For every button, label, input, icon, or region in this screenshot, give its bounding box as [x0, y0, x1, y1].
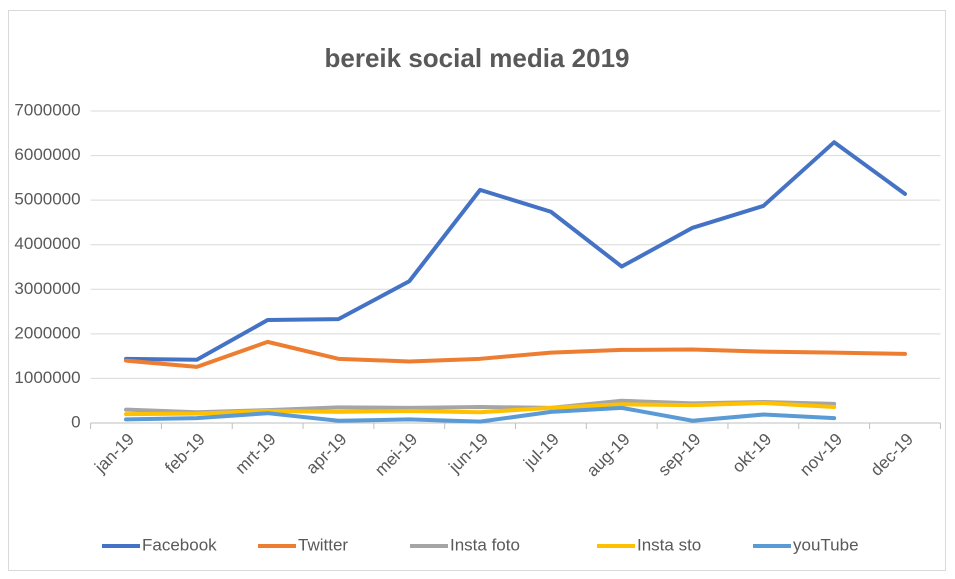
legend-label: Twitter	[298, 535, 348, 554]
legend-label: Insta foto	[450, 535, 520, 554]
y-tick-label: 5000000	[14, 190, 80, 209]
y-tick-label: 3000000	[14, 279, 80, 298]
chart-title: bereik social media 2019	[325, 43, 630, 73]
legend-label: Facebook	[142, 535, 217, 554]
series-line	[124, 405, 837, 424]
series-line	[124, 400, 837, 417]
y-tick-label: 7000000	[14, 100, 80, 119]
legend-label: youTube	[793, 535, 859, 554]
y-tick-label: 6000000	[14, 145, 80, 164]
y-tick-label: 2000000	[14, 323, 80, 342]
y-tick-label: 0	[71, 412, 80, 431]
chart-border	[8, 10, 946, 571]
series-line	[124, 339, 907, 369]
legend-label: Insta sto	[637, 535, 701, 554]
y-tick-label: 4000000	[14, 234, 80, 253]
series-line	[124, 140, 907, 362]
y-tick-label: 1000000	[14, 368, 80, 387]
